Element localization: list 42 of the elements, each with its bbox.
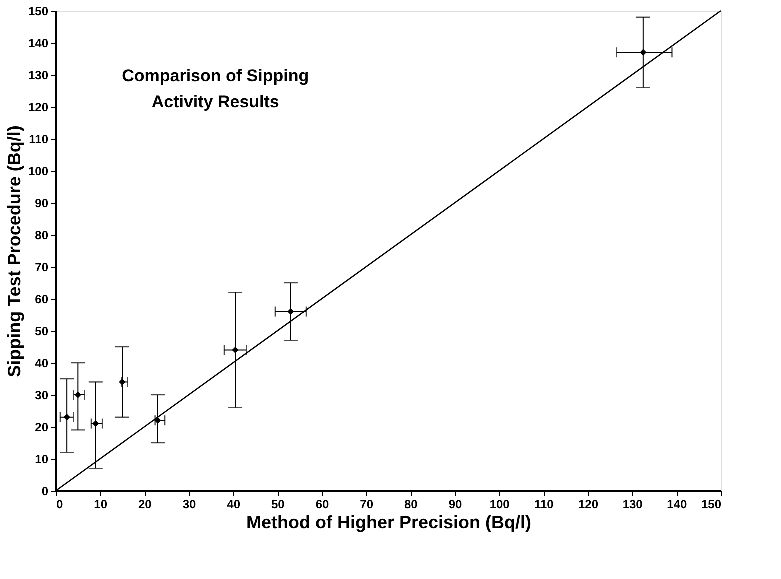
y-tick-label: 20 (35, 420, 49, 434)
point (74, 392, 82, 398)
point (232, 346, 239, 354)
point (64, 414, 70, 421)
x-tick-label: 150 (701, 498, 722, 512)
y-tick-label: 40 (35, 356, 49, 370)
y-tick-label: 50 (35, 324, 49, 338)
x-tick-label: 60 (316, 498, 330, 512)
y-tick-label: 120 (28, 100, 49, 114)
x-tick-label: 30 (182, 498, 196, 512)
x-tick-label: 70 (360, 498, 374, 512)
y-tick-label: 30 (35, 388, 49, 402)
y-tick-label: 80 (35, 228, 49, 242)
y-tick-label: 60 (35, 292, 49, 306)
y-tick-label: 140 (28, 36, 49, 50)
x-tick-label: 90 (448, 498, 462, 512)
x-tick-label: 40 (227, 498, 241, 512)
y-tick-label: 70 (35, 260, 49, 274)
y-tick-label: 130 (28, 68, 49, 82)
point (119, 378, 126, 386)
x-tick-label: 50 (271, 498, 286, 512)
y-tick-label: 100 (28, 164, 49, 178)
point (288, 308, 294, 316)
x-tick-label: 80 (404, 498, 418, 512)
x-tick-label: 0 (56, 498, 64, 512)
y-tick-label: 90 (35, 196, 49, 210)
x-tick-label: 100 (490, 498, 510, 512)
y-axis-title: Sipping Test Procedure (Bq/l) (4, 126, 24, 378)
x-tick-label: 10 (94, 498, 108, 512)
y-tick-label: 110 (29, 132, 49, 146)
point (92, 420, 100, 428)
y-tick-label: 150 (28, 4, 49, 18)
x-tick-label: 140 (667, 498, 688, 512)
y-tick-label: 0 (42, 484, 49, 498)
x-tick-label: 130 (622, 498, 644, 512)
point (640, 49, 647, 56)
text: Comparison of Sipping Activity Results (122, 66, 310, 112)
y-tick-label: 10 (35, 452, 49, 466)
x-axis-title: Method of Higher Precision (Bq/l) (246, 512, 532, 532)
x-tick-label: 20 (138, 498, 152, 512)
x-tick-label: 120 (578, 498, 599, 512)
x-tick-label: 110 (534, 498, 554, 512)
